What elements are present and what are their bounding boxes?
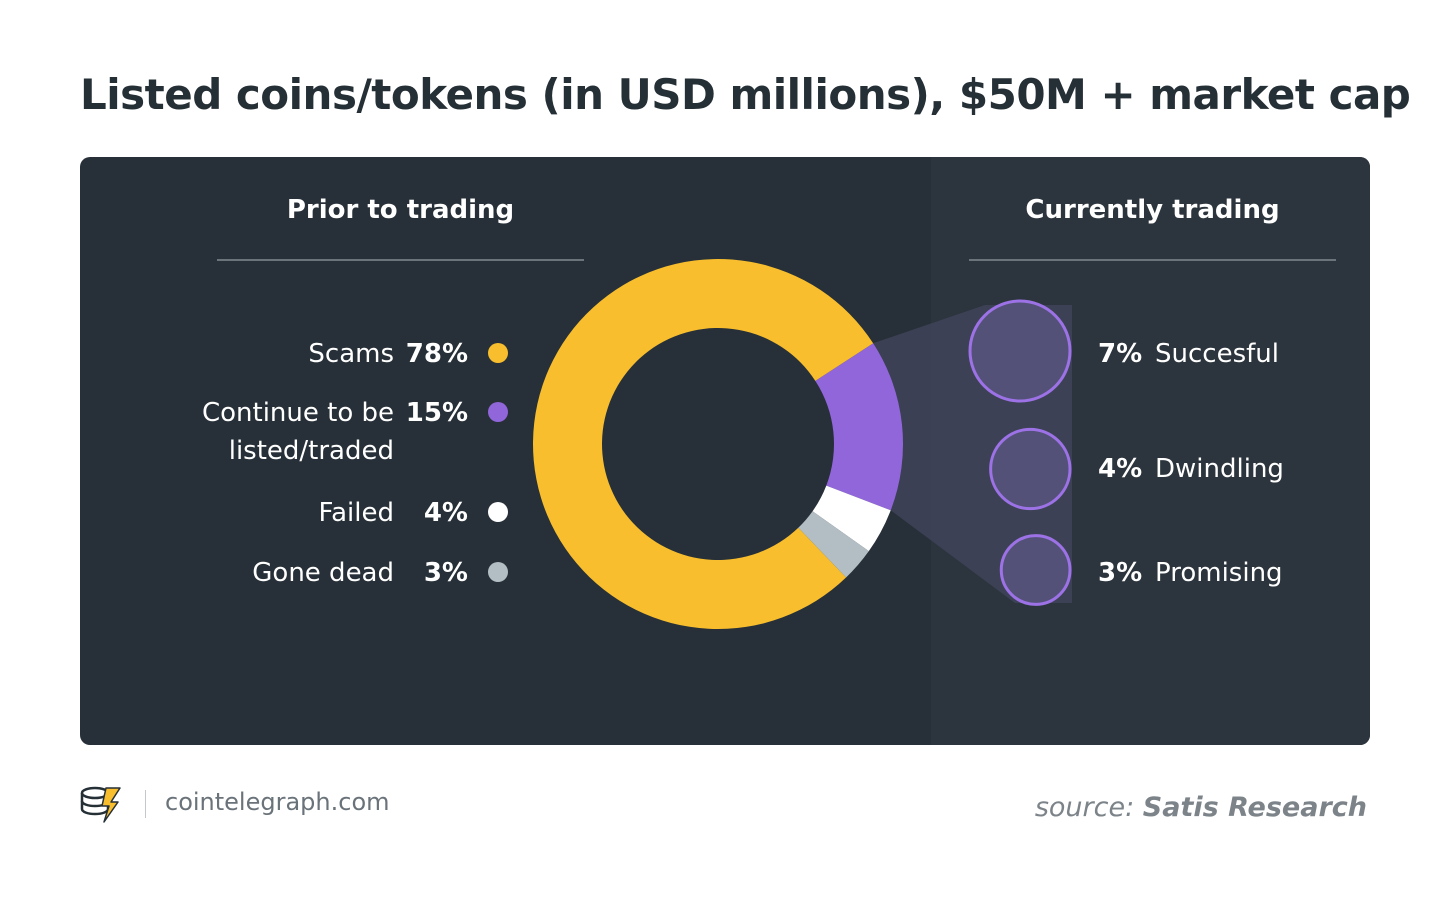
- right-divider: [969, 259, 1336, 261]
- source-name: Satis Research: [1142, 792, 1367, 823]
- chart-panel: Prior to trading Currently trading Scams…: [80, 157, 1370, 745]
- bubble-value-promising: 3%: [1098, 558, 1143, 588]
- legend-value-scams: 78%: [405, 339, 468, 369]
- legend-dot-failed: [488, 502, 508, 522]
- bubble-promising: [999, 534, 1072, 606]
- legend-value-continue: 15%: [405, 398, 468, 428]
- footer-site-link[interactable]: cointelegraph.com: [165, 788, 390, 816]
- donut-slice-gone-dead: [798, 511, 869, 578]
- bubble-label-promising: Promising: [1155, 558, 1283, 588]
- cointelegraph-logo-icon: [80, 786, 121, 823]
- footer-separator: [145, 790, 146, 818]
- legend-value-failed: 4%: [423, 498, 468, 528]
- chart-title: Listed coins/tokens (in USD millions), $…: [80, 70, 1411, 119]
- currently-trading-header: Currently trading: [1025, 195, 1280, 225]
- legend-value-gone-dead: 3%: [423, 558, 468, 588]
- bubble-label-dwindling: Dwindling: [1155, 454, 1284, 484]
- legend-label-gone-dead: Gone dead: [252, 558, 394, 588]
- donut-slice-scams: [533, 258, 874, 629]
- legend-dot-scams: [488, 343, 508, 363]
- bubble-label-succesful: Succesful: [1155, 339, 1279, 369]
- bubble-dwindling: [989, 427, 1072, 511]
- legend-label-continue-line2: listed/traded: [228, 436, 394, 466]
- donut-slice-failed: [812, 485, 891, 552]
- left-divider: [217, 259, 584, 261]
- bubble-succesful: [968, 299, 1072, 403]
- legend-label-scams: Scams: [308, 339, 394, 369]
- legend-dot-continue: [488, 402, 508, 422]
- legend-label-failed: Failed: [318, 498, 394, 528]
- legend-label-continue-line1: Continue to be: [201, 398, 394, 428]
- donut-chart: [533, 258, 1072, 629]
- bubble-value-succesful: 7%: [1098, 339, 1143, 369]
- legend-dot-gone-dead: [488, 562, 508, 582]
- source-prefix: source:: [1034, 792, 1135, 823]
- donut-slice-continue: [815, 343, 903, 511]
- footer-source: source: Satis Research: [1035, 792, 1367, 823]
- bubble-value-dwindling: 4%: [1098, 454, 1143, 484]
- prior-to-trading-header: Prior to trading: [286, 195, 515, 225]
